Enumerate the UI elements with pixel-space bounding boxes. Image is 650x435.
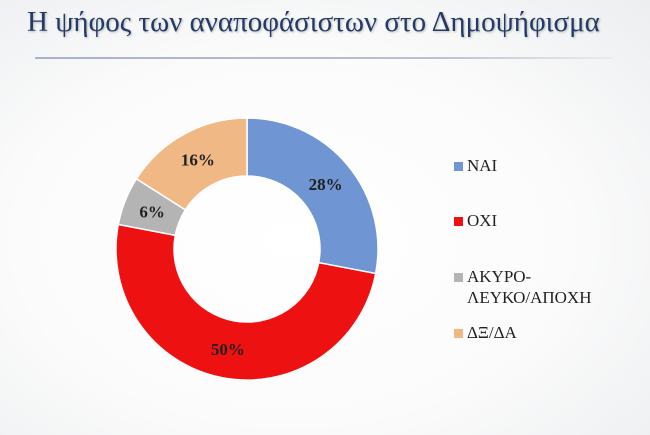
data-label: 50% xyxy=(211,340,245,359)
legend-label: ΑΚΥΡΟ- xyxy=(467,267,532,286)
data-label: 28% xyxy=(309,175,343,194)
legend-swatch xyxy=(454,273,463,282)
title-divider xyxy=(35,57,613,59)
chart-title: Η ψήφος των αναποφάσιστων στο Δημοψήφισμ… xyxy=(27,6,600,38)
legend-label: ΟΧΙ xyxy=(467,211,498,230)
legend-label: ΛΕΥΚΟ/ΑΠΟΧΗ xyxy=(467,288,592,307)
donut-slice-1 xyxy=(246,117,379,275)
legend-swatch xyxy=(454,217,463,226)
legend-label: ΝΑΙ xyxy=(467,156,498,175)
legend-label: ΔΞ/ΔΑ xyxy=(467,323,517,342)
legend-item-nai: ΝΑΙ xyxy=(454,155,498,176)
legend-item-akyro: ΑΚΥΡΟ- ΛΕΥΚΟ/ΑΠΟΧΗ xyxy=(454,266,592,308)
donut-slice-2 xyxy=(115,223,377,381)
legend-swatch xyxy=(454,162,463,171)
donut-slice-4 xyxy=(135,117,248,211)
legend-swatch xyxy=(454,329,463,338)
data-label: 6% xyxy=(139,202,165,221)
data-label: 16% xyxy=(181,151,215,170)
legend-item-dxda: ΔΞ/ΔΑ xyxy=(454,322,517,343)
legend-item-oxi: ΟΧΙ xyxy=(454,210,498,231)
